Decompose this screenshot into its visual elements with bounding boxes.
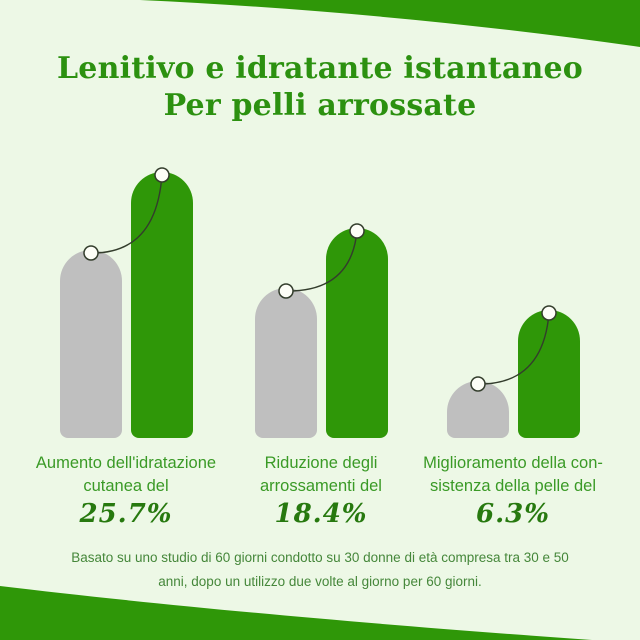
category-label: Riduzione degli <box>264 454 378 472</box>
footnote-line-1: Basato su uno studio di 60 giorni condot… <box>71 550 569 565</box>
bar-after <box>518 310 580 438</box>
bar-after <box>326 228 388 438</box>
bar-chart <box>60 172 580 438</box>
value-label: 6.3% <box>476 499 550 529</box>
bar-before <box>447 381 509 438</box>
category-label: arrossamenti del <box>260 477 382 495</box>
category-label: sistenza della pelle del <box>429 477 597 495</box>
value-label: 18.4% <box>274 499 368 529</box>
label-block-3: Miglioramento della con- sistenza della … <box>408 452 618 529</box>
category-label: Miglioramento della con- <box>423 454 603 472</box>
page-title: Lenitivo e idratante istantaneo Per pell… <box>0 50 640 124</box>
label-block-2: Riduzione degli arrossamenti del 18.4% <box>216 452 426 529</box>
bar-before <box>60 250 122 438</box>
title-line-1: Lenitivo e idratante istantaneo <box>57 51 583 86</box>
bar-after <box>131 172 193 438</box>
title-line-2: Per pelli arrossate <box>163 88 477 123</box>
category-label: Aumento dell'idratazione <box>35 454 217 472</box>
bar-before <box>255 288 317 438</box>
category-label: cutanea del <box>83 477 169 495</box>
value-label: 25.7% <box>79 499 173 529</box>
label-block-1: Aumento dell'idratazione cutanea del 25.… <box>21 452 231 529</box>
study-footnote: Basato su uno studio di 60 giorni condot… <box>0 546 640 594</box>
footnote-line-2: anni, dopo un utilizzo due volte al gior… <box>158 574 482 589</box>
